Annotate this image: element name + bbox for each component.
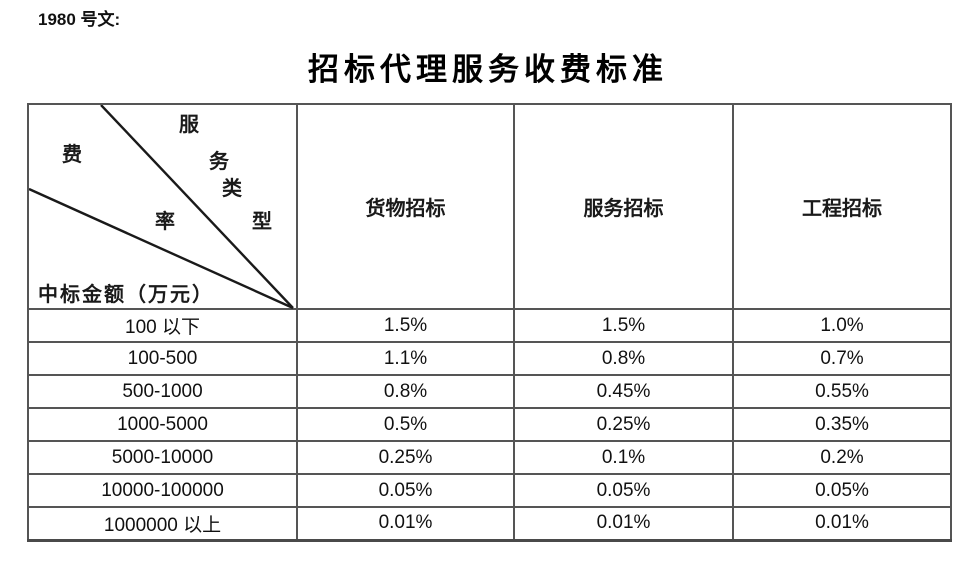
service-type-char: 类	[222, 178, 242, 200]
table-row: 100-500 1.1% 0.8% 0.7%	[27, 341, 952, 376]
amount-range-cell: 500-1000	[27, 374, 298, 409]
rate-cell: 0.8%	[296, 374, 515, 409]
rate-cell: 1.5%	[296, 308, 515, 343]
rate-cell: 1.0%	[732, 308, 952, 343]
rate-cell: 0.8%	[513, 341, 734, 376]
column-header-goods: 货物招标	[296, 103, 515, 310]
rate-cell: 0.2%	[732, 440, 952, 475]
rate-cell: 1.1%	[296, 341, 515, 376]
rate-cell: 0.05%	[732, 473, 952, 508]
rate-cell: 0.25%	[296, 440, 515, 475]
amount-axis-label: 中标金额（万元）	[38, 284, 214, 306]
service-type-char: 型	[252, 211, 272, 233]
service-type-char: 服	[179, 114, 199, 136]
rate-cell: 1.5%	[513, 308, 734, 343]
page-title: 招标代理服务收费标准	[308, 52, 668, 87]
rate-cell: 0.05%	[513, 473, 734, 508]
rate-cell: 0.1%	[513, 440, 734, 475]
amount-range-cell: 100 以下	[27, 308, 298, 343]
rate-cell: 0.7%	[732, 341, 952, 376]
rate-cell: 0.5%	[296, 407, 515, 442]
column-header-services: 服务招标	[513, 103, 734, 310]
rate-cell: 0.01%	[732, 506, 952, 541]
table-row: 500-1000 0.8% 0.45% 0.55%	[27, 374, 952, 409]
rate-cell: 0.35%	[732, 407, 952, 442]
amount-range-cell: 1000-5000	[27, 407, 298, 442]
amount-range-cell: 10000-100000	[27, 473, 298, 508]
table-row: 1000-5000 0.5% 0.25% 0.35%	[27, 407, 952, 442]
rate-cell: 0.01%	[513, 506, 734, 541]
amount-range-cell: 100-500	[27, 341, 298, 376]
corner-diagonal-area: 费 率 服 务 类 型 中标金额（万元）	[29, 105, 294, 310]
rate-cell: 0.55%	[732, 374, 952, 409]
amount-range-cell: 1000000 以上	[27, 506, 298, 541]
diagonal-lines	[29, 105, 294, 310]
amount-range-cell: 5000-10000	[27, 440, 298, 475]
fee-rate-char: 费	[62, 144, 82, 166]
rate-cell: 0.25%	[513, 407, 734, 442]
fee-rate-char: 率	[155, 211, 175, 233]
column-header-works: 工程招标	[732, 103, 952, 310]
rate-cell: 0.05%	[296, 473, 515, 508]
fee-standard-table: 费 率 服 务 类 型 中标金额（万元） 货物招标 服务招标 工程招标 100 …	[27, 103, 952, 542]
table-row: 100 以下 1.5% 1.5% 1.0%	[27, 308, 952, 343]
table-header-row: 费 率 服 务 类 型 中标金额（万元） 货物招标 服务招标 工程招标	[27, 103, 952, 310]
diagonal-line-upper	[100, 105, 294, 309]
corner-header-cell: 费 率 服 务 类 型 中标金额（万元）	[27, 103, 298, 310]
doc-number-label: 1980 号文:	[38, 10, 121, 29]
table-row: 10000-100000 0.05% 0.05% 0.05%	[27, 473, 952, 508]
table-row: 1000000 以上 0.01% 0.01% 0.01%	[27, 506, 952, 541]
table-row: 5000-10000 0.25% 0.1% 0.2%	[27, 440, 952, 475]
service-type-char: 务	[209, 151, 229, 173]
rate-cell: 0.01%	[296, 506, 515, 541]
diagonal-line-lower	[29, 187, 294, 310]
rate-cell: 0.45%	[513, 374, 734, 409]
